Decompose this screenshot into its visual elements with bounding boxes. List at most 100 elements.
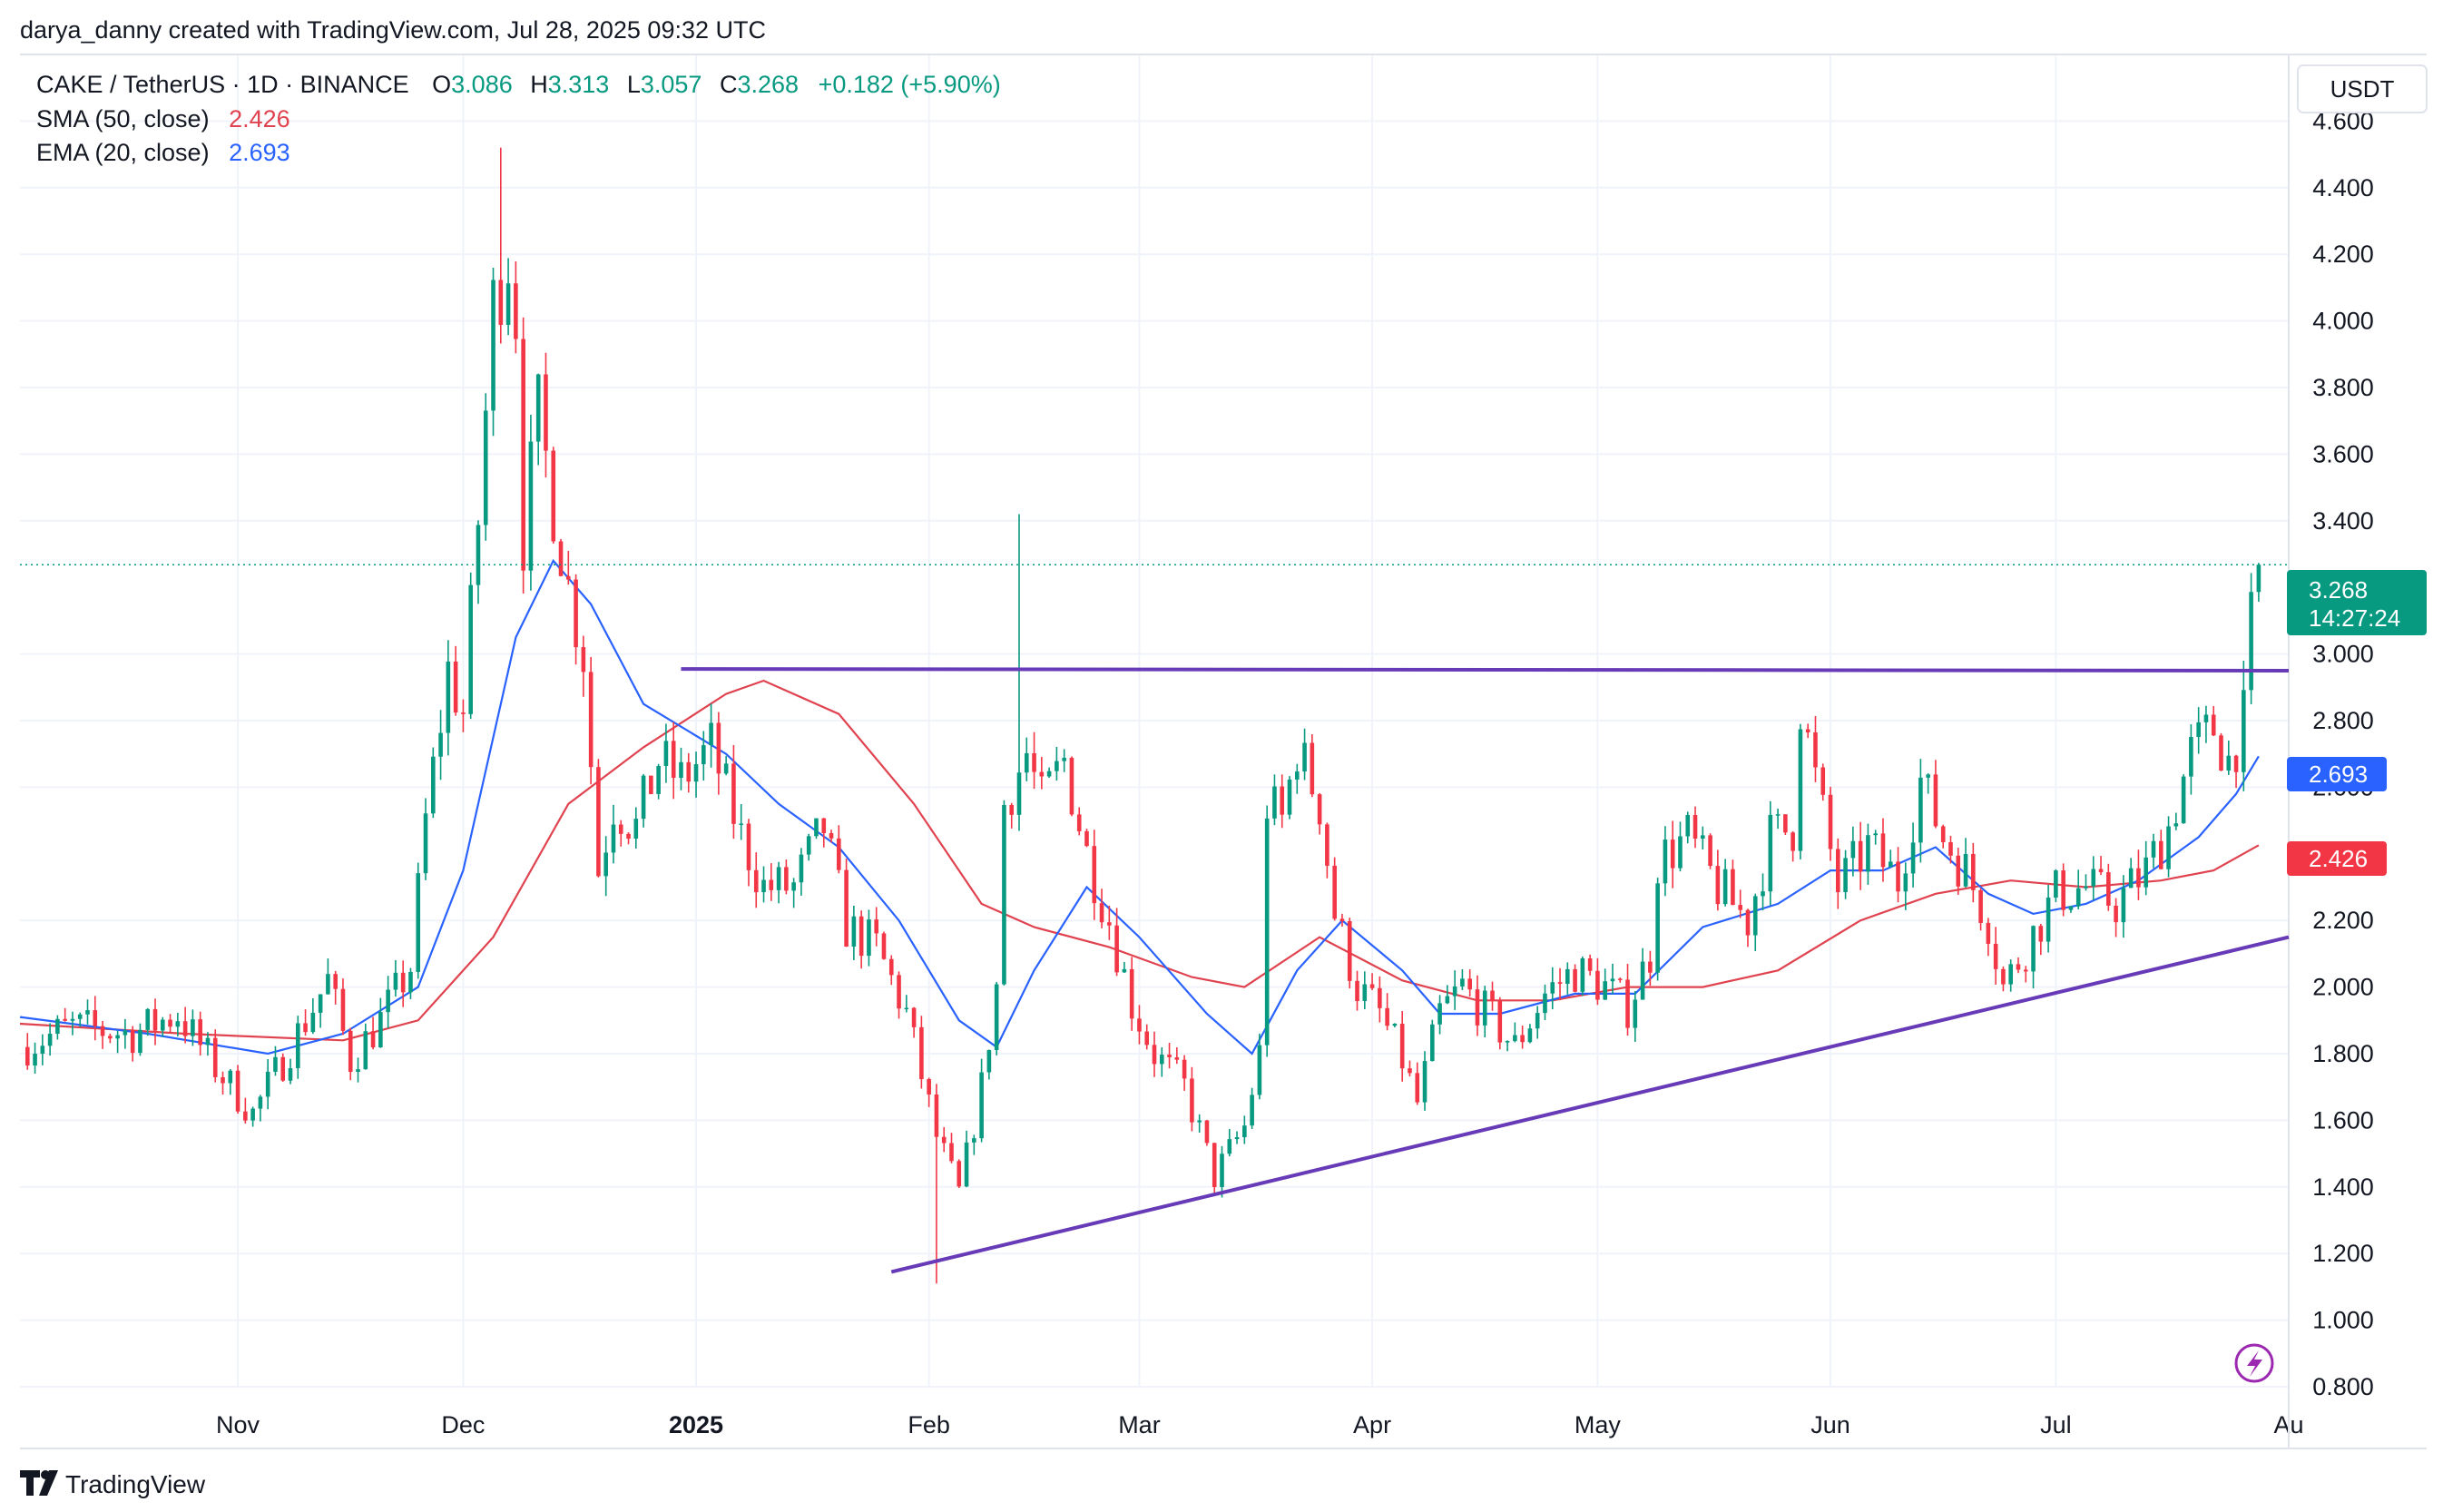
candle-body: [318, 994, 323, 1013]
x-tick-label: Feb: [908, 1411, 950, 1438]
candle-body: [476, 525, 481, 585]
candle-body: [258, 1096, 263, 1109]
candle-body: [2031, 926, 2036, 972]
candle-body: [1415, 1073, 1420, 1103]
trendline-support[interactable]: [890, 935, 2290, 1274]
candle-body: [1264, 818, 1270, 1046]
candle-body: [986, 1049, 992, 1073]
candle-body: [491, 280, 495, 411]
tradingview-logo[interactable]: TradingView: [20, 1470, 206, 1498]
candle-body: [280, 1056, 286, 1081]
candle-body: [348, 1030, 353, 1073]
trendline-resistance[interactable]: [681, 667, 2290, 673]
candle-body: [2151, 840, 2156, 858]
candle-body: [1490, 990, 1495, 1001]
candle-body: [363, 1031, 368, 1070]
candle-body: [574, 579, 578, 648]
sma-tag-value: 2.426: [2309, 845, 2368, 872]
candle-body: [303, 1023, 308, 1033]
legend-ohlc: CAKE / TetherUS · 1D · BINANCE O3.086 H3…: [36, 71, 1001, 98]
candle-body: [919, 1026, 924, 1080]
candle-body: [1752, 896, 1758, 936]
candle-body: [544, 374, 548, 451]
candle-body: [1347, 921, 1352, 981]
candle-body: [1234, 1137, 1240, 1140]
candle-body: [333, 974, 338, 989]
candle-body: [1866, 835, 1870, 872]
legend-high-value: 3.313: [548, 71, 610, 98]
candle-body: [888, 958, 894, 976]
candle-body: [1783, 814, 1788, 833]
candle-body: [160, 1019, 165, 1031]
candle-body: [874, 919, 879, 934]
candle-body: [1482, 990, 1487, 1026]
candle-body: [1399, 1023, 1405, 1069]
trendlines: [681, 667, 2290, 1274]
candle-body: [1429, 1024, 1435, 1062]
candle-body: [746, 823, 751, 870]
candle-body: [949, 1143, 954, 1162]
y-tick-label: 3.400: [2312, 507, 2374, 535]
candle-body: [2203, 714, 2209, 722]
candle-body: [2226, 755, 2232, 771]
candle-body: [1422, 1061, 1428, 1103]
legend-symbol: CAKE / TetherUS · 1D · BINANCE: [36, 71, 409, 98]
candle-body: [1317, 794, 1322, 825]
x-tick-label: Jul: [2040, 1411, 2072, 1438]
candle-body: [138, 1029, 142, 1054]
candle-body: [535, 374, 541, 442]
candle-body: [1092, 846, 1097, 904]
candle-body: [551, 450, 556, 542]
candle-body: [964, 1142, 969, 1187]
legend-low-value: 3.057: [641, 71, 702, 98]
candle-body: [446, 661, 451, 733]
candle-body: [1798, 729, 1803, 851]
candle-body: [941, 1136, 947, 1144]
candle-body: [1933, 774, 1938, 827]
candle-body: [1242, 1125, 1247, 1138]
candle-body: [221, 1076, 225, 1084]
candle-body: [1791, 832, 1795, 851]
x-tick-label: Mar: [1118, 1411, 1161, 1438]
candle-body: [1610, 978, 1615, 982]
candle-body: [2173, 823, 2179, 827]
candle-body: [1055, 761, 1059, 771]
candle-body: [25, 1046, 30, 1065]
candle-body: [461, 712, 466, 714]
currency-button[interactable]: [2297, 64, 2428, 113]
y-tick-label: 4.200: [2312, 241, 2374, 268]
y-tick-label: 3.600: [2312, 440, 2374, 467]
candle-body: [1520, 1035, 1525, 1043]
candle-body: [633, 819, 639, 839]
candle-body: [1467, 978, 1472, 990]
candle-body: [1896, 861, 1900, 892]
candle-body: [2242, 690, 2246, 772]
candle-body: [1761, 891, 1765, 897]
candle-body: [1167, 1055, 1172, 1057]
candle-body: [649, 775, 653, 794]
candle-body: [416, 873, 421, 972]
sma-series: [19, 679, 2260, 1042]
candle-body: [1805, 729, 1810, 733]
candle-body: [2061, 870, 2065, 910]
y-tick-label: 1.000: [2312, 1307, 2374, 1334]
candle-body: [521, 339, 525, 571]
candle-body: [100, 1026, 105, 1036]
candle-body: [753, 869, 759, 893]
candle-body: [1385, 1007, 1389, 1026]
candle-body: [1745, 909, 1751, 936]
candle-body: [1731, 869, 1735, 906]
lightning-icon[interactable]: [2234, 1343, 2274, 1383]
candle-body: [1024, 752, 1029, 773]
candle-body: [70, 1018, 75, 1021]
candle-body: [1715, 866, 1721, 905]
candle-body: [108, 1036, 113, 1039]
y-tick-label: 3.000: [2312, 641, 2374, 668]
candle-body: [1129, 968, 1134, 1019]
candle-body: [603, 852, 608, 877]
candle-body: [130, 1030, 135, 1054]
candle-body: [1993, 943, 1998, 969]
candle-body: [1685, 814, 1691, 837]
candle-body: [2023, 969, 2028, 972]
candle-body: [1603, 981, 1607, 1000]
